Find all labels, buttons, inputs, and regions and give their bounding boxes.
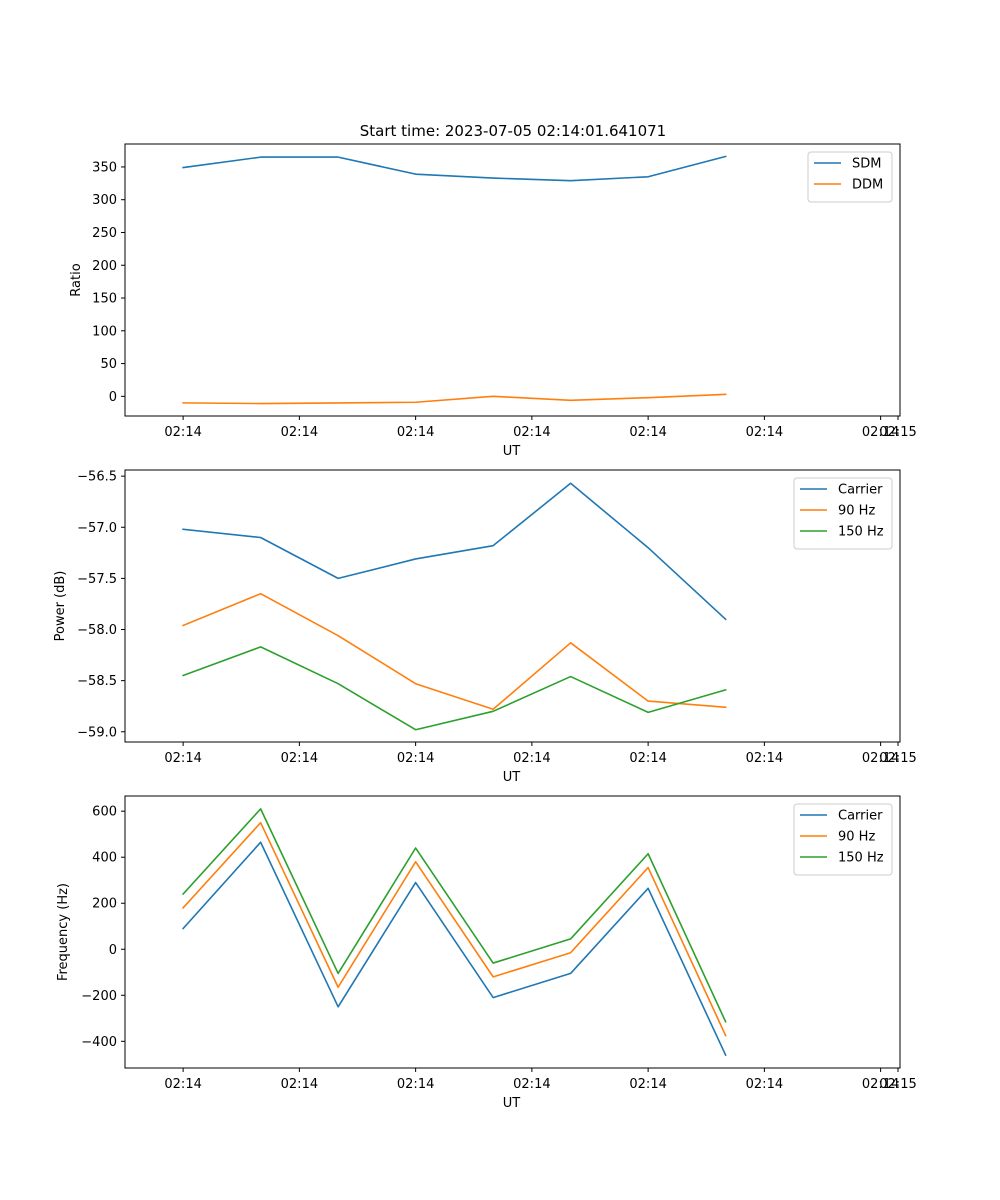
x-tick-label: 02:14 — [513, 751, 550, 766]
legend-label: DDM — [852, 178, 883, 193]
legend-label: 90 Hz — [838, 830, 875, 845]
legend-label: 150 Hz — [838, 525, 884, 540]
y-tick-label: 0 — [109, 943, 117, 958]
x-tick-label: 02:14 — [281, 1077, 318, 1092]
y-tick-label: 600 — [92, 805, 117, 820]
x-axis-label: UT — [503, 770, 521, 785]
x-tick-label: 02:14 — [629, 425, 666, 440]
x-tick-label: 02:14 — [746, 425, 783, 440]
y-tick-label: −56.5 — [77, 470, 117, 485]
series-line-sdm — [182, 155, 727, 182]
legend-label: SDM — [852, 157, 881, 172]
x-tick-label: 02:14 — [397, 751, 434, 766]
series-lines — [182, 155, 727, 405]
x-tick-label: 02:14 — [513, 425, 550, 440]
x-tick-label: 02:14 — [397, 1077, 434, 1092]
y-axis-label: Ratio — [69, 263, 84, 296]
figure-title: Start time: 2023-07-05 02:14:01.641071 — [360, 122, 666, 140]
series-lines — [182, 482, 727, 731]
x-tick-label-end: 02:15 — [879, 1077, 916, 1092]
x-axis-label: UT — [503, 444, 521, 459]
y-axis-label: Frequency (Hz) — [56, 883, 71, 981]
series-lines — [181, 808, 727, 1057]
y-tick-label: 200 — [92, 259, 117, 274]
y-tick-label: −57.0 — [77, 521, 117, 536]
y-tick-label: −58.5 — [77, 674, 117, 689]
x-tick-label: 02:14 — [164, 751, 201, 766]
y-axis-ticks: 0 50 100 150 200 250 300 350 — [92, 160, 125, 405]
x-tick-label: 02:14 — [629, 1077, 666, 1092]
x-tick-label: 02:14 — [746, 751, 783, 766]
series-line-carrier — [182, 841, 727, 1057]
axes-frame — [124, 143, 901, 417]
series-line-90-hz — [182, 592, 727, 711]
series-line-carrier — [182, 482, 727, 621]
y-axis-ticks: −59.0 −58.5 −58.0 −57.5 −57.0 −56.5 — [77, 470, 125, 740]
series-line-150-hz — [181, 808, 727, 1023]
y-tick-label: 300 — [92, 193, 117, 208]
y-tick-label: −400 — [81, 1035, 117, 1050]
y-tick-label: 150 — [92, 292, 117, 307]
legend-box — [807, 151, 893, 203]
x-tick-label-end: 02:15 — [879, 425, 916, 440]
legend-label: Carrier — [838, 809, 883, 824]
chart-panel-2: −59.0 −58.5 −58.0 −57.5 −57.0 −56.5 02:14 02:14… — [53, 469, 917, 785]
y-tick-label: −57.5 — [77, 572, 117, 587]
y-axis-ticks: −400 −200 0 200 400 600 — [81, 805, 125, 1050]
series-line-90-hz — [181, 821, 727, 1037]
series-line-ddm — [182, 393, 727, 405]
axes-frame — [124, 469, 901, 743]
legend: Carrier 90 Hz 150 Hz — [793, 803, 893, 876]
y-tick-label: 250 — [92, 226, 117, 241]
y-tick-label: 350 — [92, 160, 117, 175]
y-tick-label: 400 — [92, 851, 117, 866]
y-tick-label: 200 — [92, 897, 117, 912]
x-tick-label: 02:14 — [629, 751, 666, 766]
y-tick-label: 50 — [100, 357, 117, 372]
x-tick-label: 02:14 — [862, 751, 899, 766]
x-tick-label: 02:14 — [397, 425, 434, 440]
x-tick-label: 02:14 — [281, 751, 318, 766]
y-tick-label: −59.0 — [77, 725, 117, 740]
x-axis-label: UT — [503, 1096, 521, 1111]
x-tick-label: 02:14 — [746, 1077, 783, 1092]
y-tick-label: −58.0 — [77, 623, 117, 638]
legend-label: Carrier — [838, 483, 883, 498]
x-tick-label: 02:14 — [164, 425, 201, 440]
axes-frame — [124, 795, 901, 1069]
y-tick-label: 0 — [109, 390, 117, 405]
x-tick-label: 02:14 — [513, 1077, 550, 1092]
series-line-150-hz — [182, 646, 727, 731]
y-tick-label: 100 — [92, 324, 117, 339]
legend-label: 150 Hz — [838, 851, 884, 866]
x-tick-label: 02:14 — [862, 1077, 899, 1092]
x-tick-label: 02:14 — [281, 425, 318, 440]
x-tick-label: 02:14 — [862, 425, 899, 440]
legend: Carrier 90 Hz 150 Hz — [793, 477, 893, 550]
x-tick-label-end: 02:15 — [879, 751, 916, 766]
x-tick-label: 02:14 — [164, 1077, 201, 1092]
y-tick-label: −200 — [81, 989, 117, 1004]
y-axis-label: Power (dB) — [53, 571, 68, 642]
legend: SDM DDM — [807, 151, 893, 203]
legend-label: 90 Hz — [838, 504, 875, 519]
